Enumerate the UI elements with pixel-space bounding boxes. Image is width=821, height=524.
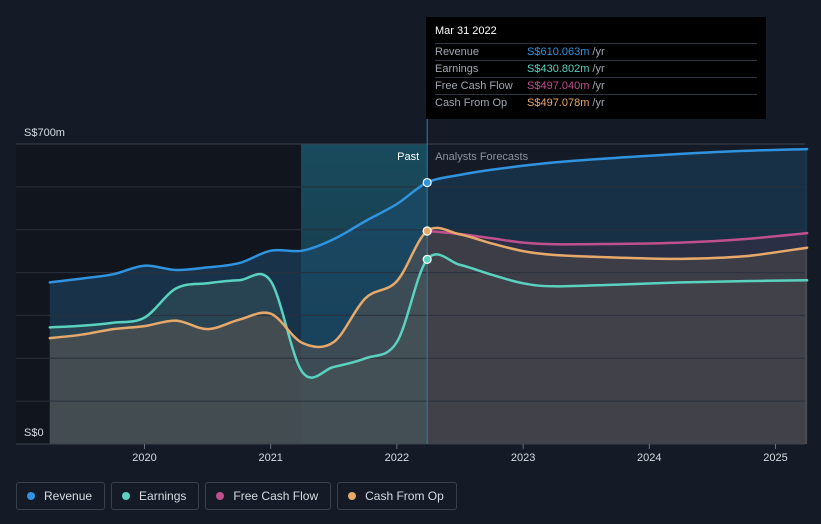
legend-label: Revenue: [44, 489, 93, 503]
legend-label: Free Cash Flow: [233, 489, 319, 503]
legend-item-cash-from-op[interactable]: Cash From Op: [337, 482, 457, 510]
tooltip-label: Cash From Op: [435, 97, 508, 109]
legend-item-earnings[interactable]: Earnings: [111, 482, 200, 510]
tooltip-unit: /yr: [592, 46, 605, 58]
x-tick-label: 2020: [132, 452, 156, 464]
tooltip-row-revenue: Revenue S$610.063m /yr: [435, 43, 757, 60]
tooltip-row-cash-from-op: Cash From Op S$497.078m /yr: [435, 94, 757, 111]
marker-cash-from-op: [422, 226, 432, 236]
area-cash-from-op: [49, 227, 808, 444]
x-tick-label: 2023: [511, 452, 535, 464]
forecast-overlay: [427, 144, 805, 444]
forecast-label: Analysts Forecasts: [435, 151, 528, 163]
line-earnings: [48, 253, 809, 379]
line-revenue: [48, 147, 809, 284]
x-tick-label: 2025: [763, 452, 787, 464]
legend-label: Earnings: [139, 489, 187, 503]
y-axis-label: S$700m: [24, 127, 65, 139]
line-free-cash-flow: [425, 229, 809, 246]
tooltip-row-free-cash-flow: Free Cash Flow S$497.040m /yr: [435, 77, 757, 94]
marker-revenue: [422, 177, 432, 188]
tooltip-value: S$430.802m: [527, 63, 590, 75]
legend-dot-icon: [216, 492, 225, 500]
tooltip-label: Free Cash Flow: [435, 80, 513, 92]
tooltip-unit: /yr: [592, 97, 605, 109]
legend-dot-icon: [122, 492, 131, 500]
legend: Revenue Earnings Free Cash Flow Cash Fro…: [16, 482, 457, 510]
x-tick-label: 2022: [385, 452, 409, 464]
line-cash-from-op: [48, 226, 809, 349]
legend-item-revenue[interactable]: Revenue: [16, 482, 106, 510]
legend-label: Cash From Op: [365, 489, 444, 503]
y-axis-label: S$0: [24, 427, 44, 439]
tooltip-label: Revenue: [435, 46, 480, 58]
tooltip-value: S$497.078m: [527, 97, 590, 109]
tooltip-value: S$497.040m: [527, 80, 590, 92]
marker-earnings: [422, 254, 432, 264]
legend-item-free-cash-flow[interactable]: Free Cash Flow: [205, 482, 332, 510]
tooltip-unit: /yr: [592, 80, 605, 92]
x-tick-label: 2021: [258, 452, 282, 464]
tooltip-row-earnings: Earnings S$430.802m /yr: [435, 60, 757, 77]
tooltip: Mar 31 2022 Revenue S$610.063m /yr Earni…: [426, 17, 766, 119]
legend-dot-icon: [27, 492, 35, 500]
x-tick-label: 2024: [637, 452, 661, 464]
tooltip-date: Mar 31 2022: [435, 25, 497, 37]
past-label: Past: [397, 151, 419, 163]
tooltip-label: Earnings: [435, 63, 479, 75]
tooltip-value: S$610.063m: [527, 46, 590, 58]
legend-dot-icon: [348, 492, 357, 500]
tooltip-unit: /yr: [592, 63, 605, 75]
